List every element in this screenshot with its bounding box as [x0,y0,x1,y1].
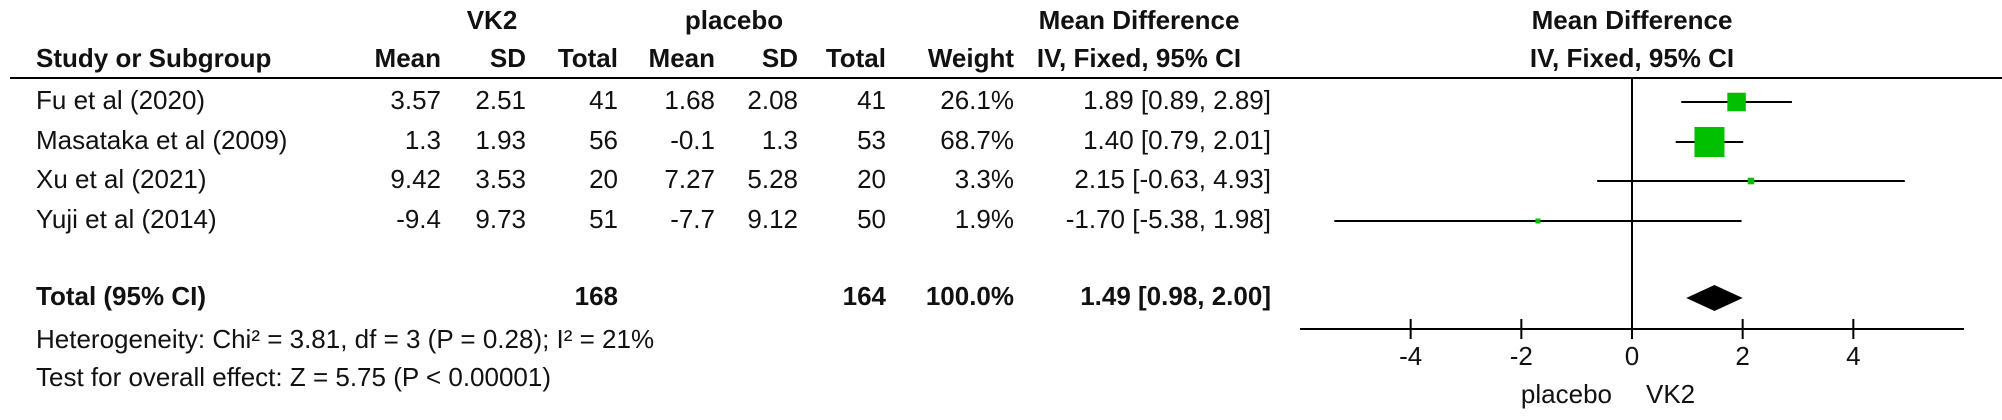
weight-square [1747,177,1755,185]
column-header: Mean [375,43,441,73]
column-header: SD [762,43,798,73]
total-diamond [1686,285,1743,311]
cell: -1.70 [-5.38, 1.98] [1066,204,1271,234]
cell: 3.53 [475,164,526,194]
cell: 20 [857,164,886,194]
cell: 56 [589,125,618,155]
favours-left: placebo [1521,379,1612,409]
weight-square [1727,92,1746,112]
group-header: placebo [685,5,783,35]
cell: 1.3 [762,125,798,155]
cell: 2.08 [747,85,798,115]
x-tick-label: 4 [1846,341,1860,371]
cell: 50 [857,204,886,234]
group-header: VK2 [467,5,518,35]
cell: 1.93 [475,125,526,155]
x-tick-label: -2 [1510,341,1533,371]
cell: Xu et al (2021) [36,164,207,194]
favours-right: VK2 [1646,379,1695,409]
heterogeneity: Heterogeneity: Chi² = 3.81, df = 3 (P = … [36,324,654,354]
total-cell: 1.49 [0.98, 2.00] [1080,281,1271,311]
column-header: SD [490,43,526,73]
cell: 51 [589,204,618,234]
cell: 5.28 [747,164,798,194]
cell: 3.3% [955,164,1014,194]
total-cell: 100.0% [926,281,1014,311]
cell: 9.12 [747,204,798,234]
cell: -7.7 [670,204,715,234]
weight-square [1694,127,1725,157]
column-header: Total [826,43,886,73]
cell: -9.4 [396,204,441,234]
cell: 2.15 [-0.63, 4.93] [1074,164,1271,194]
total-cell: Total (95% CI) [36,281,206,311]
cell: 1.3 [405,125,441,155]
cell: 9.73 [475,204,526,234]
cell: 1.9% [955,204,1014,234]
total-cell: 168 [575,281,618,311]
x-tick-label: 2 [1735,341,1749,371]
cell: -0.1 [670,125,715,155]
cell: 41 [857,85,886,115]
column-header: Mean [649,43,715,73]
cell: 7.27 [664,164,715,194]
cell: 2.51 [475,85,526,115]
column-header: Study or Subgroup [36,43,271,73]
cell: Yuji et al (2014) [36,204,217,234]
plot-subtitle: IV, Fixed, 95% CI [1530,43,1734,73]
cell: 1.68 [664,85,715,115]
column-header: Total [558,43,618,73]
x-tick-label: -4 [1399,341,1422,371]
x-tick-label: 0 [1625,341,1639,371]
cell: 41 [589,85,618,115]
cell: 1.89 [0.89, 2.89] [1083,85,1271,115]
total-cell: 164 [843,281,887,311]
cell: 3.57 [390,85,441,115]
group-header: Mean Difference [1039,5,1240,35]
cell: Masataka et al (2009) [36,125,287,155]
cell: Fu et al (2020) [36,85,205,115]
cell: 53 [857,125,886,155]
cell: 68.7% [940,125,1014,155]
cell: 26.1% [940,85,1014,115]
cell: 1.40 [0.79, 2.01] [1083,125,1271,155]
overall-effect: Test for overall effect: Z = 5.75 (P < 0… [36,362,551,392]
plot-title: Mean Difference [1532,5,1733,35]
cell: 9.42 [390,164,441,194]
weight-square [1535,218,1541,224]
column-header: Weight [928,43,1015,73]
column-header: IV, Fixed, 95% CI [1037,43,1241,73]
cell: 20 [589,164,618,194]
